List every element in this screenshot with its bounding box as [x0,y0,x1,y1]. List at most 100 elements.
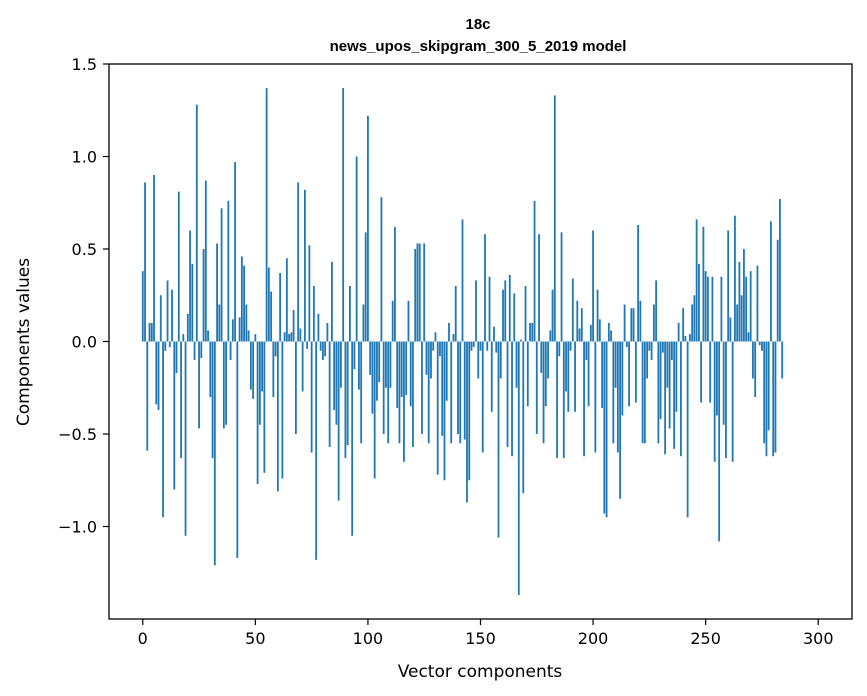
bar-223 [643,341,646,444]
bar-122 [416,243,419,342]
bar-284 [781,341,784,379]
bar-172 [529,323,531,342]
bar-110 [389,341,392,388]
bar-112 [394,226,396,342]
bar-127 [427,341,430,444]
bar-230 [659,341,662,420]
y-axis-label: Components values [14,258,34,426]
bar-157 [495,341,498,353]
bar-136 [448,323,450,342]
bar-12 [168,341,171,348]
bar-63 [283,332,286,342]
bar-51 [256,341,259,484]
bar-219 [634,341,637,403]
bar-77 [315,341,318,560]
bar-67 [292,310,295,342]
bar-228 [655,280,658,342]
bar-215 [625,341,628,348]
bar-154 [488,276,491,342]
bar-0 [141,271,144,342]
bar-210 [614,341,617,388]
bar-36 [222,341,225,429]
bar-79 [319,341,322,351]
bar-39 [229,341,232,360]
x-tick-label-0: 0 [138,629,148,648]
bar-268 [745,276,748,342]
bar-8 [159,295,162,342]
bar-270 [749,271,752,342]
bar-144 [466,341,468,503]
bar-93 [351,341,354,536]
bar-229 [657,341,660,444]
bar-146 [470,341,473,351]
bar-121 [414,249,417,342]
y-axis: −1.0 −0.5 0.0 0.5 1.0 1.5 [58,55,109,537]
bar-71 [301,341,304,392]
bar-88 [340,341,342,388]
bar-29 [207,330,209,342]
bar-100 [367,115,369,342]
bar-22 [191,263,194,342]
bar-134 [443,341,446,481]
bar-183 [553,95,556,342]
bar-84 [331,261,333,342]
bar-92 [349,286,351,342]
bar-148 [475,280,477,342]
bar-23 [193,341,196,360]
bar-238 [677,323,680,342]
bar-62 [281,341,284,479]
bar-209 [612,341,615,444]
bar-241 [684,335,687,342]
bar-81 [324,341,327,357]
bar-10 [164,341,167,351]
bar-242 [686,341,689,518]
bar-68 [294,341,297,434]
bar-258 [722,341,725,425]
bar-271 [752,341,754,379]
bar-20 [186,313,189,342]
bar-139 [454,286,457,342]
bar-283 [779,199,781,342]
bar-224 [646,341,649,379]
bar-188 [565,341,567,392]
bar-57 [270,291,273,342]
y-tick-label-0: −1.0 [58,518,97,537]
bar-246 [695,219,698,342]
bar-30 [209,341,212,397]
bar-19 [184,341,187,536]
bar-128 [430,341,432,379]
bar-40 [231,319,234,342]
bar-165 [513,293,516,342]
bar-44 [240,256,243,342]
bar-252 [709,341,712,403]
bar-86 [335,341,338,425]
bar-115 [400,341,403,397]
bar-200 [592,230,594,342]
bar-3 [148,323,151,342]
x-tick-label-100: 100 [353,629,384,648]
bar-167 [517,341,520,595]
bar-13 [171,289,173,342]
bar-120 [412,341,414,447]
bar-131 [436,341,439,475]
bar-205 [603,341,606,514]
bar-87 [337,341,340,501]
bar-27 [202,249,205,342]
bar-220 [637,224,640,342]
bar-104 [376,341,378,401]
bar-117 [405,341,408,396]
bar-55 [265,88,268,342]
bar-162 [506,341,509,447]
bar-179 [544,341,547,407]
bar-140 [457,341,459,434]
bar-273 [756,265,759,342]
bar-170 [524,286,527,342]
bar-34 [218,304,221,342]
bar-60 [276,341,279,492]
bar-6 [155,341,158,405]
bar-143 [463,341,466,440]
bar-232 [664,341,667,455]
bar-37 [225,341,227,425]
bar-14 [173,341,176,490]
bar-17 [180,341,182,459]
